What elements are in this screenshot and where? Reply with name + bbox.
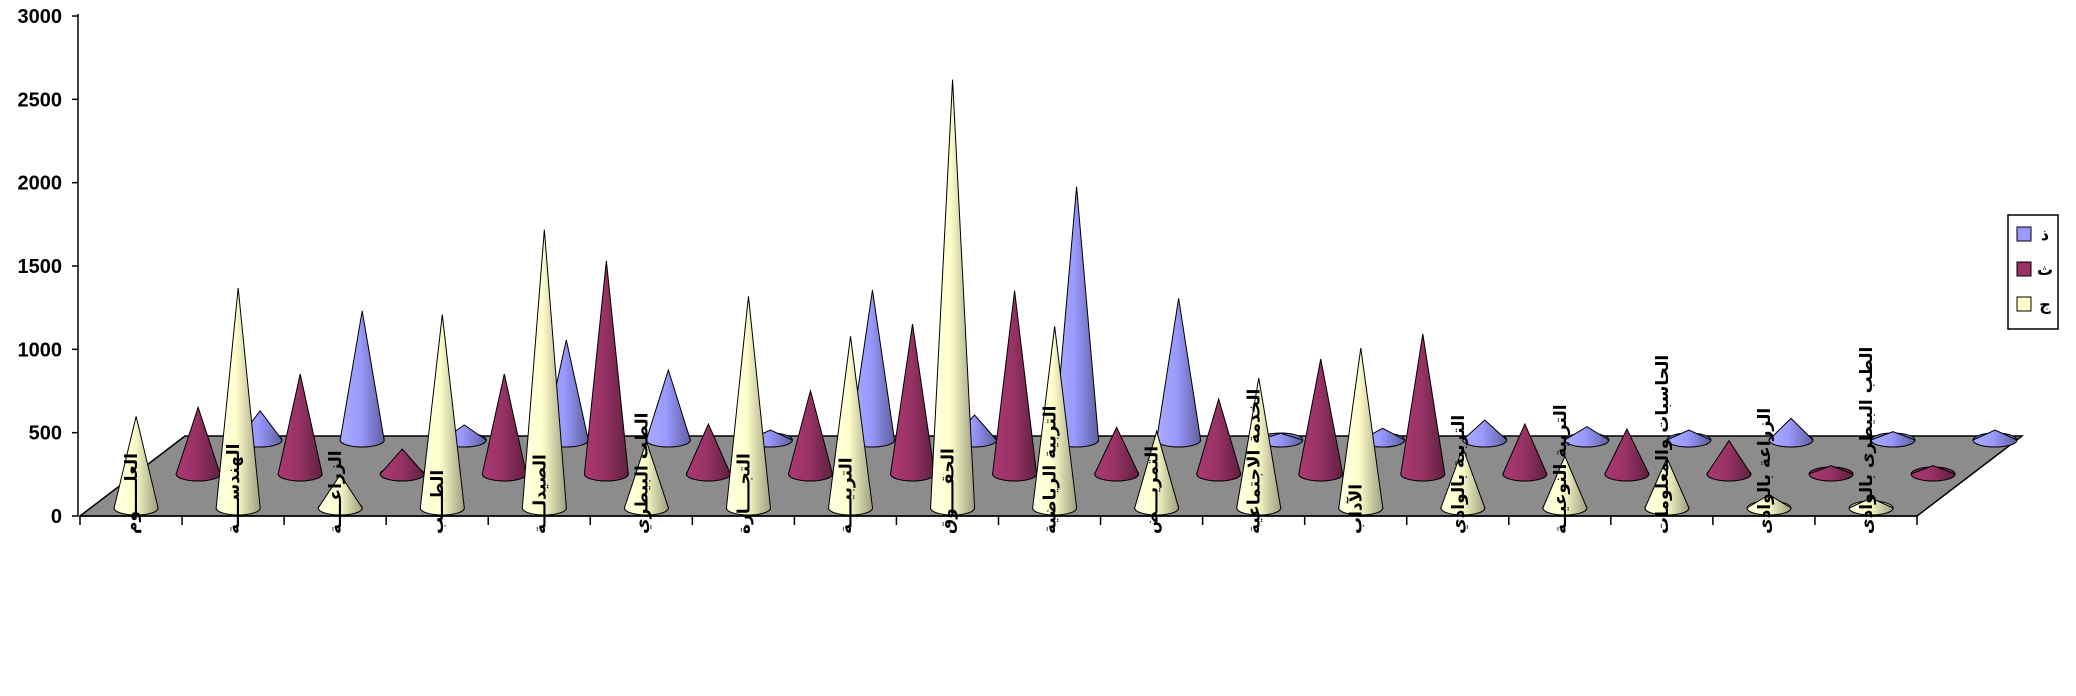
x-tick-label: العلـــــوم bbox=[122, 453, 142, 534]
cone-mark bbox=[1768, 417, 1814, 448]
cone-mark bbox=[1440, 446, 1486, 516]
cone-mark bbox=[1338, 347, 1384, 516]
x-tick-label: الطب البيطرى بالوادى bbox=[1857, 347, 1877, 534]
x-tick-label: الخدمة الاجتماعية bbox=[1245, 389, 1265, 534]
legend-box bbox=[2007, 214, 2059, 330]
x-tick-label: التربية بالوادي bbox=[1449, 415, 1469, 534]
x-tick-label: الحقــــوق bbox=[938, 448, 958, 534]
cone-mark bbox=[645, 368, 691, 448]
cone-marks-layer bbox=[113, 79, 2018, 516]
cone-mark bbox=[930, 79, 976, 516]
y-tick-label: 2000 bbox=[18, 173, 63, 195]
cone-mark bbox=[1032, 326, 1078, 516]
cone-mark bbox=[890, 323, 936, 482]
x-tick-label: الزراعــــة bbox=[326, 450, 346, 534]
cone-mark bbox=[317, 473, 363, 516]
cone-mark bbox=[1644, 456, 1690, 516]
axes-layer: 0 500 1000 1500 2000 2500 3000 bbox=[18, 6, 1918, 528]
cone-mark bbox=[379, 448, 425, 482]
x-tick-label: التمريـــض bbox=[1143, 446, 1163, 534]
cone-mark bbox=[1542, 455, 1588, 516]
x-tick-label: التجــــارة bbox=[734, 453, 754, 534]
x-tick-label: الهندســــة bbox=[224, 444, 244, 534]
x-tick-label: الزراعة بالوادى bbox=[1755, 408, 1775, 534]
x-tick-label: الطـــب bbox=[428, 470, 448, 534]
cone-mark bbox=[521, 229, 567, 516]
legend-swatch bbox=[2016, 226, 2032, 242]
cone-mark bbox=[1706, 439, 1752, 482]
cone-mark bbox=[1502, 422, 1548, 482]
cone-mark bbox=[113, 416, 159, 516]
cone-mark bbox=[1400, 333, 1446, 482]
cone-mark bbox=[339, 310, 385, 448]
y-tick-label: 1000 bbox=[18, 339, 63, 361]
cone-mark bbox=[1604, 427, 1650, 482]
cone-mark bbox=[787, 388, 833, 482]
cone-mark bbox=[277, 373, 323, 482]
cone-mark bbox=[1564, 426, 1610, 448]
cone-mark bbox=[992, 290, 1038, 482]
cone-mark bbox=[215, 287, 261, 516]
cone-mark bbox=[623, 439, 669, 516]
x-tick-label: التربيــــة bbox=[836, 457, 856, 534]
legend-swatch bbox=[2016, 261, 2032, 277]
cone-mark bbox=[1746, 494, 1792, 516]
cone-mark bbox=[1094, 426, 1140, 482]
x-tick-label: الطب البيطري bbox=[632, 413, 652, 535]
cone-mark bbox=[1808, 465, 1854, 482]
legend-label: ذ bbox=[2041, 225, 2049, 244]
cone-mark bbox=[725, 296, 771, 516]
legend-label: ث bbox=[2037, 260, 2053, 279]
cone-mark bbox=[828, 336, 874, 516]
y-tick-label: 0 bbox=[51, 506, 62, 528]
cone-mark bbox=[481, 373, 527, 482]
x-tick-label: الحاسبات والمعلومات bbox=[1653, 355, 1673, 534]
x-tick-label: التربية الرياضية bbox=[1041, 405, 1061, 534]
legend-swatch bbox=[2016, 296, 2032, 312]
legend: ذثج bbox=[2007, 214, 2059, 330]
x-tick-label: الآداب bbox=[1346, 484, 1367, 534]
y-tick-label: 3000 bbox=[18, 6, 63, 28]
cone-mark bbox=[1462, 419, 1508, 448]
cone-mark bbox=[1236, 377, 1282, 516]
cone-mark bbox=[583, 260, 629, 482]
cone-mark bbox=[1972, 429, 2018, 448]
y-tick-label: 500 bbox=[29, 423, 62, 445]
y-tick-label: 1500 bbox=[18, 256, 63, 278]
cone-mark bbox=[1156, 298, 1202, 448]
cone-mark bbox=[1134, 429, 1180, 516]
cone-mark bbox=[1848, 497, 1894, 516]
cone-mark bbox=[1298, 358, 1344, 482]
x-tick-label: التربية النوعيــة bbox=[1551, 404, 1571, 534]
y-tick-label: 2500 bbox=[18, 89, 63, 111]
x-tick-label: الصيدلـــة bbox=[530, 454, 550, 534]
legend-label: ج bbox=[2039, 295, 2051, 314]
cone-mark bbox=[1666, 429, 1712, 448]
cone-mark bbox=[1870, 431, 1916, 448]
x-tick-labels-layer: العلـــــوم الهندســــة الزراعــــة الطـــب… bbox=[122, 347, 1877, 534]
cone-mark bbox=[1910, 465, 1956, 482]
cone-mark bbox=[419, 314, 465, 516]
cone-mark bbox=[1196, 397, 1242, 482]
